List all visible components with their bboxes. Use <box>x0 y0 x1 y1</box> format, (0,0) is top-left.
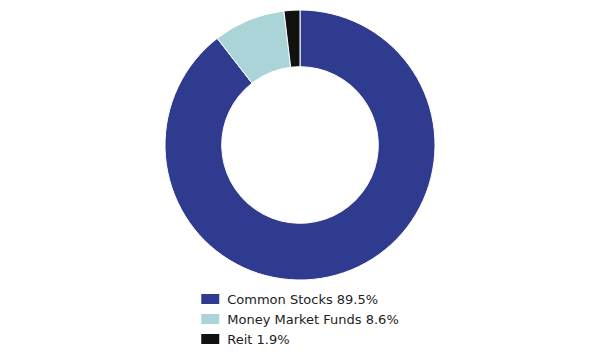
slice <box>284 10 300 67</box>
slices <box>165 10 435 280</box>
legend: Common Stocks 89.5% Money Market Funds 8.… <box>201 292 398 347</box>
legend-label: Money Market Funds 8.6% <box>227 312 398 327</box>
legend-swatch <box>201 294 219 304</box>
legend-label: Common Stocks 89.5% <box>227 292 378 307</box>
legend-item: Money Market Funds 8.6% <box>201 312 398 327</box>
legend-swatch <box>201 334 219 344</box>
legend-swatch <box>201 314 219 324</box>
legend-item: Reit 1.9% <box>201 332 289 347</box>
legend-item: Common Stocks 89.5% <box>201 292 378 307</box>
slice <box>165 10 435 280</box>
slice <box>217 11 290 83</box>
chart: Common Stocks 89.5% Money Market Funds 8.… <box>0 0 600 360</box>
legend-label: Reit 1.9% <box>227 332 289 347</box>
